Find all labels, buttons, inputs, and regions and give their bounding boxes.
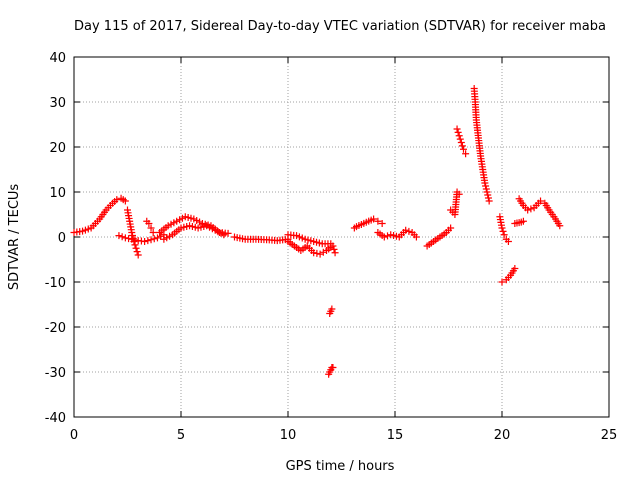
data-point <box>481 179 489 187</box>
data-point-interp <box>384 232 392 240</box>
data-point <box>134 251 142 259</box>
data-point <box>537 197 545 205</box>
data-point <box>149 229 157 236</box>
data-points <box>70 85 564 378</box>
data-point <box>462 150 470 158</box>
x-tick-label: 0 <box>70 428 78 443</box>
x-tick-label: 20 <box>494 428 511 443</box>
data-point-interp <box>458 142 466 150</box>
y-tick-label: -10 <box>45 276 66 291</box>
data-point <box>327 240 335 248</box>
x-tick-label: 5 <box>177 428 185 443</box>
data-point-interp <box>313 249 321 257</box>
data-point <box>147 236 155 244</box>
y-axis-label: SDTVAR / TECUs <box>7 184 22 291</box>
x-tick-label: 25 <box>601 428 618 443</box>
data-point <box>483 188 491 196</box>
data-point-interp <box>150 235 158 243</box>
data-point <box>224 229 232 237</box>
data-point <box>455 132 463 140</box>
data-point <box>457 139 465 146</box>
data-point <box>511 265 519 272</box>
x-axis-label: GPS time / hours <box>286 459 395 474</box>
data-point <box>328 305 336 313</box>
data-point <box>453 125 461 133</box>
data-point <box>329 364 337 371</box>
data-point-interp <box>144 237 152 245</box>
data-point-interp <box>319 248 327 256</box>
data-point <box>153 234 161 242</box>
y-tick-label: -40 <box>45 411 66 426</box>
y-tick-label: 30 <box>49 96 66 111</box>
data-point <box>378 220 386 227</box>
data-point-interp <box>128 232 136 239</box>
data-point <box>113 196 121 204</box>
data-point <box>121 197 129 205</box>
y-tick-label: -20 <box>45 321 66 336</box>
data-point <box>498 278 506 286</box>
data-point-interp <box>454 128 462 136</box>
data-point <box>500 231 508 239</box>
data-point-interp <box>118 233 126 241</box>
data-point <box>498 224 506 232</box>
y-tick-label: 40 <box>49 51 66 66</box>
data-point <box>121 234 129 242</box>
data-point <box>374 217 382 225</box>
data-point <box>519 217 527 225</box>
data-point <box>316 250 324 258</box>
data-point <box>310 249 318 257</box>
data-point <box>331 249 339 257</box>
data-point <box>220 231 228 239</box>
data-point-interp <box>405 227 413 235</box>
x-tick-label: 10 <box>280 428 297 443</box>
data-point <box>370 215 378 223</box>
data-point-interp <box>456 135 464 143</box>
x-tick-label: 15 <box>387 428 404 443</box>
data-point-interp <box>482 182 490 190</box>
data-point <box>556 222 564 230</box>
axis-ticks: 0 5 10 15 20 25 -40 -30 -20 -10 0 10 20 30 40 <box>45 51 618 443</box>
data-point <box>147 224 155 232</box>
y-tick-label: -30 <box>45 366 66 381</box>
y-tick-label: 20 <box>49 141 66 156</box>
data-point-interp <box>527 205 535 213</box>
data-point <box>402 226 410 234</box>
data-point <box>128 235 136 243</box>
data-point-interp <box>330 245 338 253</box>
data-point <box>459 145 467 153</box>
y-tick-label: 10 <box>49 186 66 201</box>
data-point <box>455 190 463 198</box>
data-point <box>504 238 512 245</box>
data-point-interp <box>125 235 133 243</box>
data-point-interp <box>484 194 492 202</box>
data-point-interp <box>499 227 507 235</box>
data-point <box>447 224 455 232</box>
data-point <box>128 229 136 236</box>
chart-title: Day 115 of 2017, Sidereal Day-to-day VTE… <box>74 19 606 34</box>
data-point <box>380 233 388 241</box>
data-point-interp <box>484 191 492 199</box>
data-point <box>132 244 140 252</box>
y-tick-label: 0 <box>58 231 66 246</box>
data-point <box>412 233 420 241</box>
data-point <box>141 238 149 245</box>
data-point-interp <box>131 236 139 244</box>
data-point <box>145 220 153 227</box>
data-point-interp <box>133 248 141 256</box>
data-point-interp <box>482 185 490 193</box>
grid <box>74 57 609 417</box>
data-point <box>524 206 532 214</box>
data-point <box>485 197 493 205</box>
data-point <box>115 232 123 240</box>
